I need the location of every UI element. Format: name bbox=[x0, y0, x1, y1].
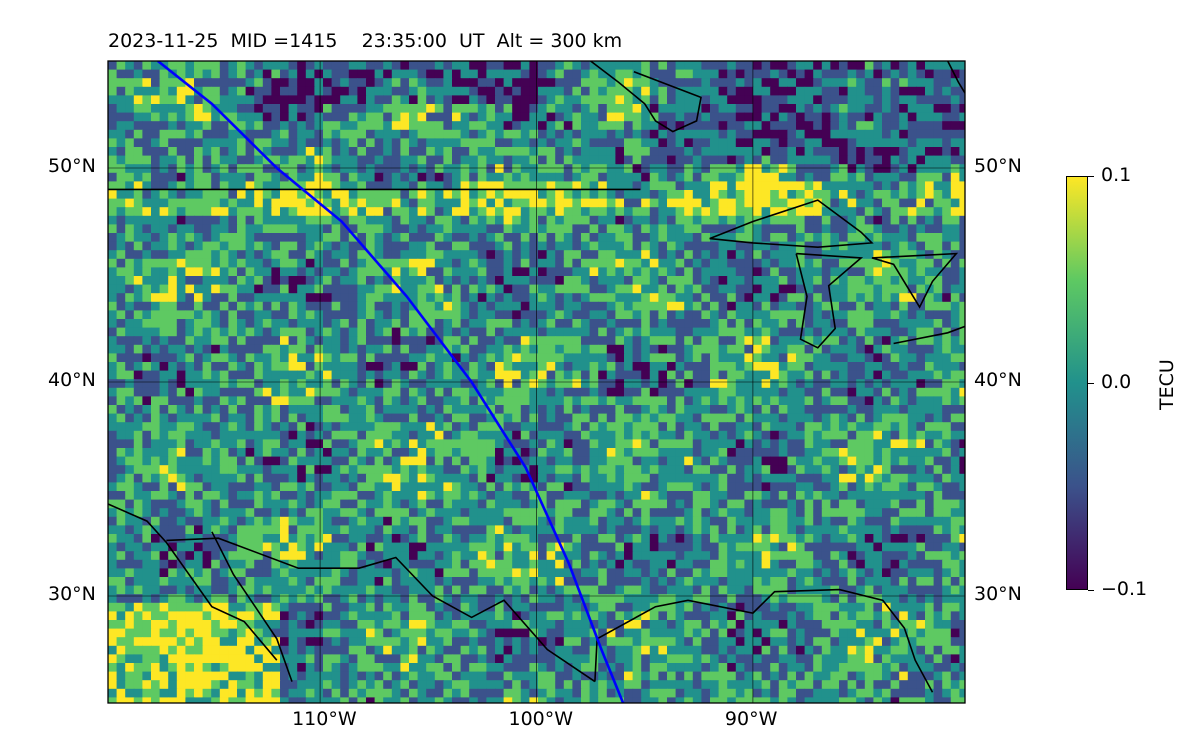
great-lake-outline bbox=[871, 252, 959, 309]
great-lake-outline bbox=[893, 325, 965, 345]
latitude-label: 40°N bbox=[974, 369, 1022, 391]
latitude-label: 30°N bbox=[974, 583, 1022, 605]
longitude-label: 110°W bbox=[292, 708, 357, 730]
track-line bbox=[156, 61, 625, 703]
colorbar-tick bbox=[1088, 176, 1094, 177]
colorbar-tick-label: 0.1 bbox=[1101, 164, 1132, 186]
pacific-coastline bbox=[108, 503, 278, 661]
latitude-label: 40°N bbox=[48, 369, 96, 391]
gulf-coastline bbox=[594, 588, 934, 693]
colorbar-tick bbox=[1088, 590, 1094, 591]
longitude-label: 100°W bbox=[508, 708, 574, 730]
latitude-label: 50°N bbox=[974, 155, 1022, 177]
colorbar-tick bbox=[1088, 383, 1094, 384]
tec-heatmap bbox=[108, 61, 965, 703]
us-mexico-border bbox=[166, 537, 596, 683]
colorbar bbox=[1066, 176, 1088, 590]
longitude-label: 90°W bbox=[724, 708, 778, 730]
coastlines bbox=[108, 61, 965, 693]
colorbar-tick-label: 0.0 bbox=[1101, 371, 1132, 393]
latitude-label: 50°N bbox=[48, 155, 96, 177]
graticule bbox=[108, 61, 965, 703]
lake-winnipeg-outline bbox=[590, 61, 702, 133]
satellite-track bbox=[156, 61, 625, 703]
great-lake-outline bbox=[795, 252, 864, 349]
colorbar-tick-label: −0.1 bbox=[1101, 578, 1148, 600]
hudson-bay-coast bbox=[946, 61, 965, 94]
gulf-of-california-coast bbox=[211, 531, 293, 682]
great-lake-outline bbox=[709, 199, 874, 249]
map-frame bbox=[107, 60, 966, 704]
colorbar-label: TECU bbox=[1156, 359, 1178, 410]
map-title: 2023-11-25 MID =1415 23:35:00 UT Alt = 3… bbox=[108, 30, 623, 52]
latitude-label: 30°N bbox=[48, 583, 96, 605]
